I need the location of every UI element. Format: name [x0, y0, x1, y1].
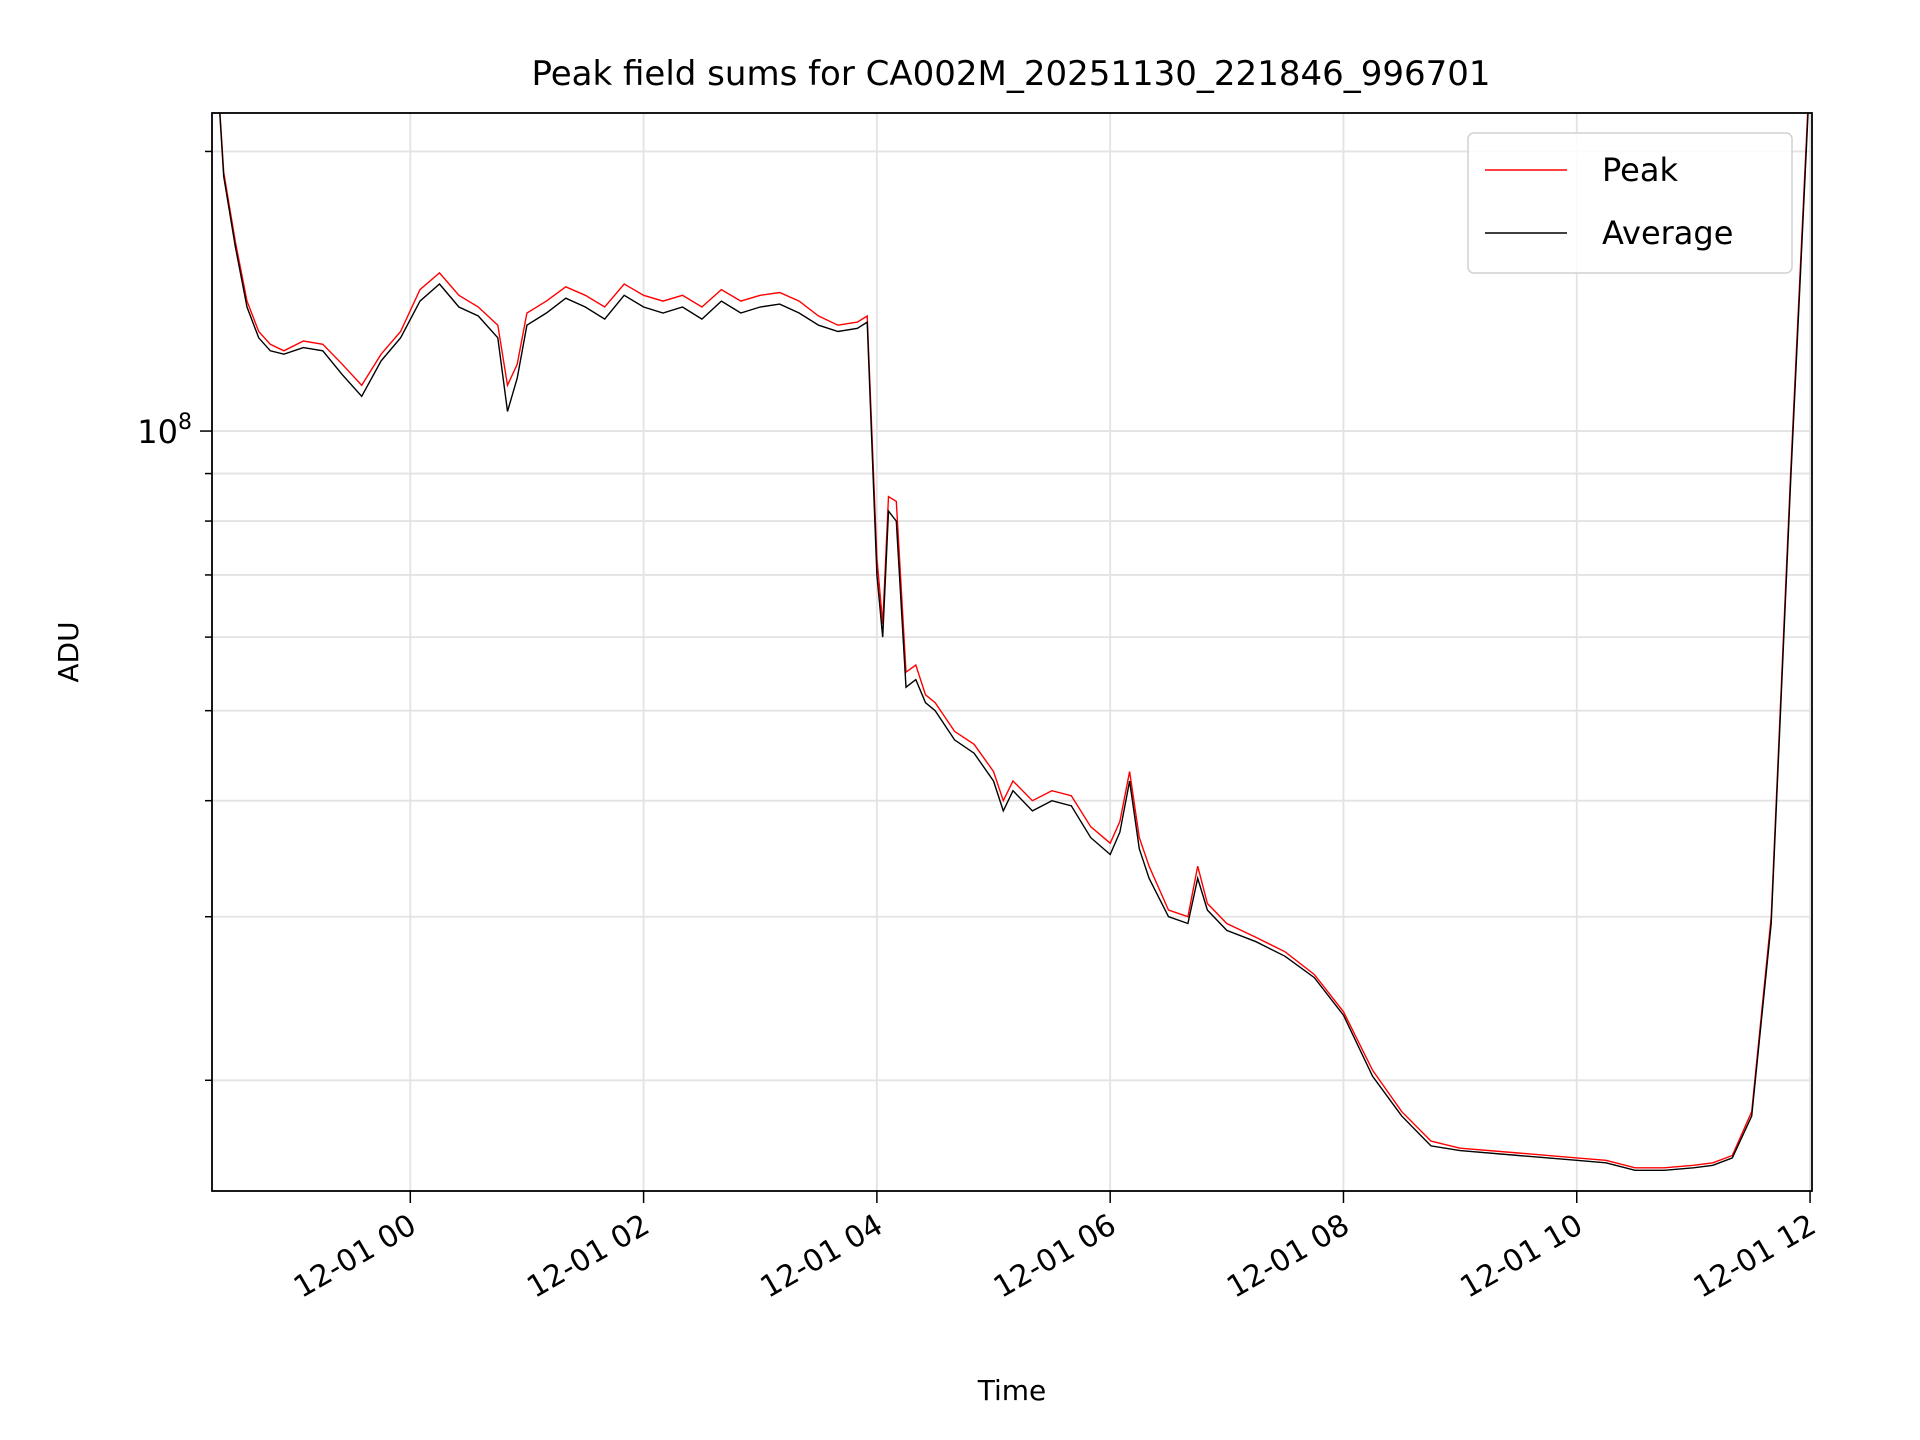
legend-label-peak: Peak — [1602, 151, 1678, 189]
x-axis-label: Time — [977, 1374, 1047, 1407]
plot-area — [219, 113, 1809, 1171]
y-axis-label: ADU — [52, 621, 85, 682]
chart-title: Peak field sums for CA002M_20251130_2218… — [531, 54, 1490, 94]
grid — [212, 113, 1812, 1191]
legend: Peak Average — [1467, 132, 1793, 274]
series-line-peak — [219, 113, 1809, 1169]
legend-box — [1467, 132, 1793, 274]
plot-frame — [211, 112, 1813, 1192]
series-line-average — [219, 113, 1809, 1171]
legend-label-average: Average — [1602, 214, 1733, 252]
